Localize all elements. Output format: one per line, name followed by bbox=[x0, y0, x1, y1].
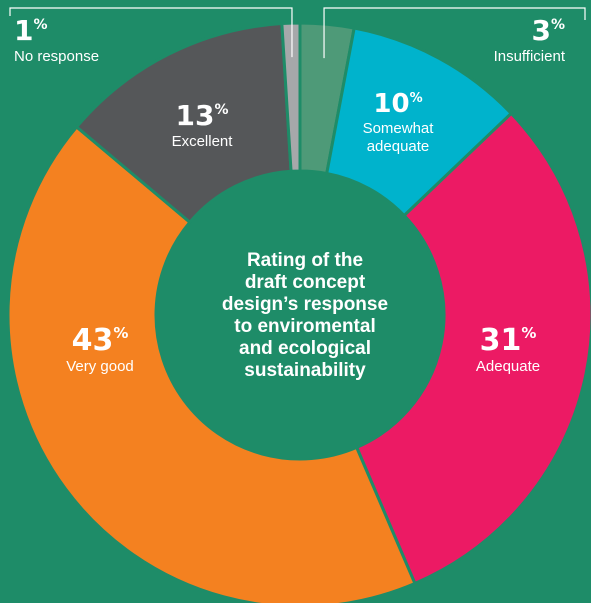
slices-layer bbox=[6, 21, 591, 603]
percent-symbol: % bbox=[33, 17, 47, 33]
slice-very-good bbox=[6, 124, 417, 603]
slice-percentage: 31% bbox=[480, 323, 537, 358]
percent-symbol: % bbox=[410, 91, 423, 106]
slice-value: 43 bbox=[72, 323, 114, 358]
slice-category-label: adequate bbox=[367, 138, 430, 155]
leader-line-insufficient bbox=[323, 7, 586, 59]
chart-title-line: design’s response bbox=[221, 294, 389, 315]
slice-label-group: 1%No response bbox=[14, 14, 99, 65]
percent-symbol: % bbox=[113, 324, 128, 342]
slice-label-group: 3%Insufficient bbox=[494, 14, 566, 65]
slice-label-group: 43%Very good bbox=[66, 323, 134, 375]
slice-category-label: No response bbox=[14, 48, 99, 65]
slice-category-label: Very good bbox=[66, 358, 134, 375]
slice-percentage: 3% bbox=[531, 14, 565, 47]
slice-label-group: 31%Adequate bbox=[476, 323, 540, 375]
slice-excellent bbox=[74, 21, 293, 225]
chart-title: Rating of the draft concept design’s res… bbox=[190, 250, 420, 382]
slice-adequate bbox=[354, 111, 591, 586]
slice-percentage: 10% bbox=[373, 89, 422, 119]
chart-title-line: to enviromental bbox=[234, 316, 376, 337]
percent-symbol: % bbox=[521, 324, 536, 342]
slice-value: 13 bbox=[176, 99, 215, 132]
percent-symbol: % bbox=[551, 17, 565, 33]
slice-value: 3 bbox=[531, 14, 550, 47]
leader-lines-layer bbox=[9, 7, 586, 59]
chart-title-line: draft concept bbox=[244, 272, 366, 293]
slice-category-label: Adequate bbox=[476, 358, 540, 375]
slice-labels-layer: 3%Insufficient10%Somewhatadequate31%Adeq… bbox=[14, 14, 566, 375]
slice-no-response bbox=[280, 21, 302, 173]
chart-title-line: and ecological bbox=[239, 338, 371, 359]
slice-category-label: Insufficient bbox=[494, 48, 566, 65]
slice-category-label: Excellent bbox=[172, 133, 234, 150]
slice-category-label: Somewhat bbox=[363, 120, 435, 137]
slice-percentage: 43% bbox=[72, 323, 129, 358]
leader-line-no-response bbox=[9, 7, 293, 58]
chart-title-line: Rating of the bbox=[246, 250, 364, 271]
slice-value: 31 bbox=[480, 323, 522, 358]
slice-percentage: 1% bbox=[14, 14, 48, 47]
slice-value: 1 bbox=[14, 14, 33, 47]
chart-title-line: sustainability bbox=[244, 360, 366, 381]
slice-label-group: 13%Excellent bbox=[172, 99, 234, 150]
percent-symbol: % bbox=[214, 102, 228, 118]
slice-percentage: 13% bbox=[176, 99, 229, 132]
slice-value: 10 bbox=[373, 89, 409, 119]
